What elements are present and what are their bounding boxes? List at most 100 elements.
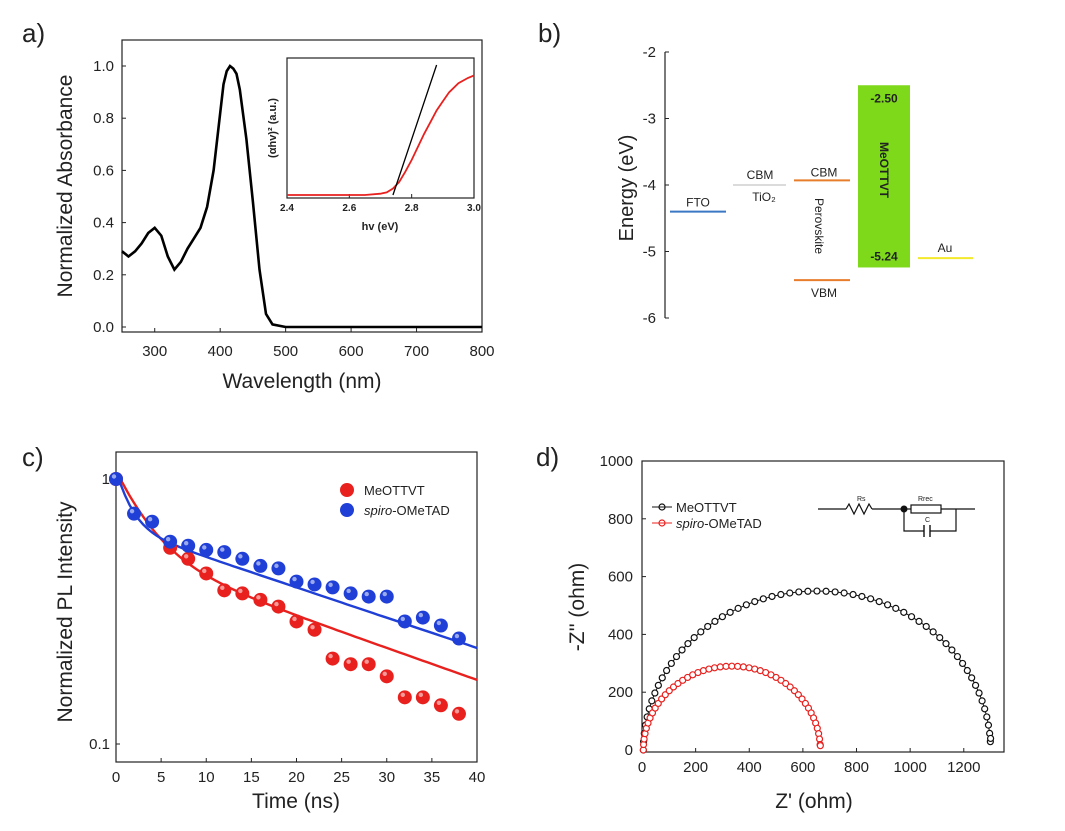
spiro-data-point	[253, 558, 268, 573]
spiro-data-point	[734, 662, 742, 670]
spiro-data-point	[289, 574, 304, 589]
panel-c-x-tick-label: 30	[378, 769, 395, 786]
panel-a-x-tick-label: 600	[339, 343, 364, 360]
panel-b-y-ticks: -2 -3 -4 -5 -6	[643, 44, 669, 327]
panel-a-x-tick-label: 800	[469, 343, 494, 360]
meottvt-data-point	[978, 697, 986, 705]
meottvt-data-point	[822, 587, 830, 595]
panel-d-y-tick-label: 1000	[600, 453, 633, 470]
circuit-label-c: C	[925, 517, 930, 524]
point-highlight	[274, 601, 279, 607]
meottvt-data-point	[948, 646, 956, 654]
meottvt-data-point	[936, 634, 944, 642]
panel-d-x-ticks: 0 200 400 600 800 1000 1200	[638, 748, 980, 776]
fto-label: FTO	[686, 196, 710, 210]
panel-c-x-tick-label: 15	[243, 769, 260, 786]
panel-d-x-tick-label: 600	[790, 759, 815, 776]
panel-a-y-tick-label: 0.8	[93, 110, 114, 127]
panel-d-y-label: -Z'' (ohm)	[566, 563, 589, 652]
panel-a-x-tick-label: 300	[142, 343, 167, 360]
panel-c-x-tick-label: 20	[288, 769, 305, 786]
panel-d-y-tick-label: 200	[608, 684, 633, 701]
meottvt-label: MeOTTVT	[877, 142, 891, 199]
inset-x-tick-label: 3.0	[467, 203, 481, 214]
meottvt-data-point	[858, 592, 866, 601]
meottvt-data-point	[325, 651, 340, 666]
panel-a-label: a)	[22, 18, 45, 48]
panel-c-y-tick-label: 1	[102, 471, 110, 488]
meottvt-data-point	[907, 613, 916, 621]
meottvt-data-point	[684, 640, 692, 648]
panel-c-points	[109, 472, 466, 721]
spiro-data-point	[163, 534, 178, 549]
panel-a-y-tick-label: 1.0	[93, 58, 114, 75]
point-highlight	[165, 536, 171, 542]
spiro-data-point	[271, 561, 286, 576]
point-highlight	[292, 616, 297, 622]
spiro-data-point	[816, 742, 824, 750]
panel-a-y-tick-label: 0.6	[93, 162, 114, 179]
panel-d-y-ticks: 0 200 400 600 800 1000	[600, 453, 646, 759]
panel-a-axes-frame	[121, 39, 483, 333]
spiro-data-point	[109, 472, 123, 486]
panel-b-label: b)	[538, 18, 561, 48]
tio2-cbm-label: CBM	[747, 168, 774, 182]
legend-marker-spiro	[658, 519, 666, 527]
meottvt-data-point	[433, 698, 448, 713]
panel-c-y-label: Normalized PL Intensity	[54, 501, 77, 722]
meottvt-data-point	[271, 599, 286, 614]
panel-d-y-tick-label: 600	[608, 569, 633, 586]
meottvt-data-point	[983, 713, 991, 721]
meottvt-data-point	[651, 689, 659, 697]
inset-y-label: (αhv)² (a.u.)	[267, 98, 279, 158]
meottvt-band	[858, 85, 910, 268]
meottvt-data-point	[971, 681, 980, 689]
tio2-label: TiO₂	[752, 190, 776, 204]
panel-a-x-ticks: 300 400 500 600 700 800	[142, 328, 495, 360]
panel-d-x-tick-label: 800	[844, 759, 869, 776]
meottvt-data-point	[217, 583, 232, 598]
inset-linear-fit-line	[392, 64, 438, 196]
point-highlight	[220, 585, 225, 591]
point-highlight	[184, 541, 189, 546]
meottvt-data-point	[658, 674, 666, 682]
spiro-data-point	[415, 610, 430, 625]
point-highlight	[274, 563, 279, 569]
meottvt-data-point	[813, 587, 821, 595]
point-highlight	[364, 591, 369, 597]
panel-c-x-ticks: 0 5 10 15 20 25 30 35 40	[112, 758, 485, 786]
panel-c: c) 0 5 10 15 20 25 30 35 40 0.11 Time (ns) Norma…	[22, 442, 485, 813]
spiro-data-point	[777, 676, 785, 684]
meottvt-data-point	[777, 590, 785, 599]
spiro-data-point	[379, 589, 394, 604]
panel-d-points	[639, 587, 995, 754]
meottvt-data-point	[786, 589, 794, 597]
spiro-data-point	[217, 545, 232, 560]
inset-x-tick-label: 2.4	[280, 203, 294, 214]
circuit-label-rrec: Rrec	[918, 496, 933, 503]
panel-b-y-label: Energy (eV)	[616, 135, 638, 242]
panel-a-y-ticks: 0.0 0.2 0.4 0.6 0.8 1.0	[93, 58, 126, 336]
meottvt-data-point	[654, 681, 662, 689]
point-highlight	[310, 579, 315, 585]
spiro-data-point	[145, 514, 160, 529]
panel-c-x-tick-label: 5	[157, 769, 165, 786]
point-highlight	[346, 659, 351, 664]
meottvt-data-point	[663, 666, 671, 675]
resistor-rs-icon	[845, 502, 873, 516]
meottvt-data-point	[968, 674, 976, 682]
point-highlight	[382, 671, 387, 677]
meottvt-data-point	[397, 690, 412, 705]
point-highlight	[310, 624, 315, 630]
meottvt-data-point	[648, 697, 656, 705]
panel-d-legend: MeOTTVT spiro-OMeTAD	[652, 500, 762, 531]
meottvt-data-point	[759, 595, 767, 603]
legend-label-meottvt: MeOTTVT	[676, 500, 737, 515]
spiro-data-point	[745, 664, 753, 672]
spiro-data-point	[728, 662, 736, 670]
point-highlight	[382, 591, 387, 597]
meottvt-data-point	[711, 617, 719, 626]
panel-a-x-tick-label: 700	[404, 343, 429, 360]
inset-axes-frame	[286, 57, 475, 199]
panel-c-y-ticks: 0.11	[89, 471, 120, 753]
